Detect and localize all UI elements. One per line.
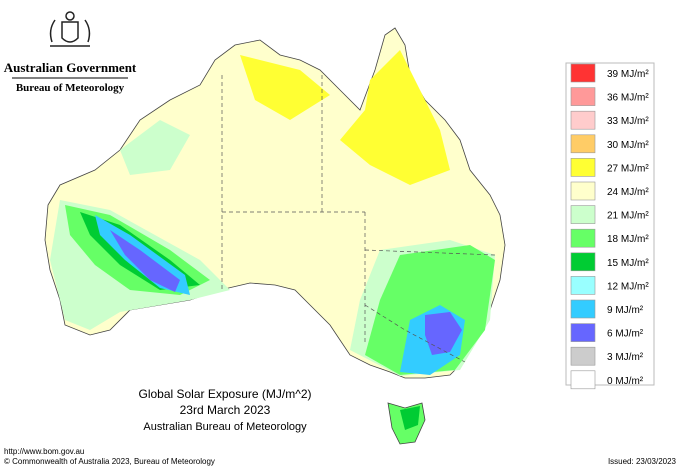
legend-swatch xyxy=(570,158,596,177)
footer-issued: Issued: 23/03/2023 xyxy=(608,457,677,466)
legend-label: 36 MJ/m² xyxy=(607,93,649,104)
legend-swatch xyxy=(570,299,596,319)
legend-swatch xyxy=(570,87,596,106)
map-title: Global Solar Exposure (MJ/m^2) xyxy=(138,387,311,401)
legend-swatch xyxy=(570,370,596,390)
legend-label: 12 MJ/m² xyxy=(607,281,649,292)
agency-name: Bureau of Meteorology xyxy=(16,82,125,94)
legend-swatch xyxy=(570,228,596,248)
legend: 39 MJ/m² 36 MJ/m² 33 MJ/m² 30 MJ/m² 27 MJ/m²… xyxy=(570,63,649,390)
legend-label: 6 MJ/m² xyxy=(607,329,644,340)
state-borders xyxy=(221,75,496,363)
legend-label: 0 MJ/m² xyxy=(607,376,644,387)
yellow-region xyxy=(340,50,450,185)
legend-label: 33 MJ/m² xyxy=(607,116,649,127)
legend-label: 15 MJ/m² xyxy=(607,258,649,269)
legend-label: 24 MJ/m² xyxy=(607,187,649,198)
legend-label: 9 MJ/m² xyxy=(607,305,644,316)
legend-swatch xyxy=(570,63,596,83)
legend-label: 3 MJ/m² xyxy=(607,352,644,363)
legend-swatch xyxy=(570,110,596,130)
map-date: 23rd March 2023 xyxy=(180,403,271,417)
government-name: Australian Government xyxy=(4,60,137,75)
legend-swatch xyxy=(570,323,596,342)
map xyxy=(44,27,506,445)
legend-label: 30 MJ/m² xyxy=(607,140,649,151)
map-source: Australian Bureau of Meteorology xyxy=(143,421,307,433)
legend-swatch xyxy=(570,346,596,366)
green-region xyxy=(120,120,190,175)
tasmania-east xyxy=(400,406,420,430)
legend-label: 21 MJ/m² xyxy=(607,211,649,222)
legend-label: 18 MJ/m² xyxy=(607,234,649,245)
legend-swatch xyxy=(570,252,596,272)
coat-of-arms xyxy=(49,11,91,47)
legend-swatch xyxy=(570,276,596,295)
legend-label: 27 MJ/m² xyxy=(607,163,649,174)
footer-copyright: © Commonwealth of Australia 2023, Bureau… xyxy=(4,457,215,466)
blue-region xyxy=(425,312,462,355)
footer-url: http://www.bom.gov.au xyxy=(4,447,84,456)
yellow-region xyxy=(240,55,330,120)
legend-swatch xyxy=(570,181,596,201)
blue-region xyxy=(110,230,180,292)
legend-swatch xyxy=(570,134,596,154)
legend-swatch xyxy=(570,205,596,224)
legend-label: 39 MJ/m² xyxy=(607,69,649,80)
